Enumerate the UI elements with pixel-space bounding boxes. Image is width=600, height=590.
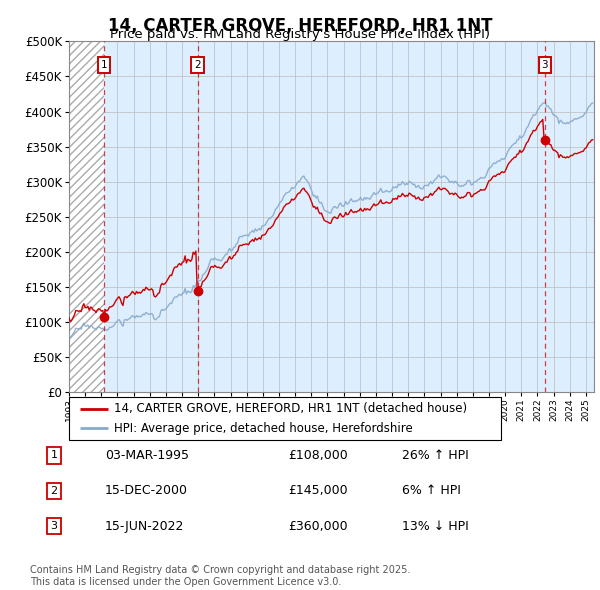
Text: 15-DEC-2000: 15-DEC-2000 bbox=[105, 484, 188, 497]
Text: 2: 2 bbox=[50, 486, 58, 496]
Text: HPI: Average price, detached house, Herefordshire: HPI: Average price, detached house, Here… bbox=[115, 422, 413, 435]
Text: 3: 3 bbox=[50, 522, 58, 531]
Bar bbox=[69, 41, 104, 392]
FancyBboxPatch shape bbox=[69, 397, 501, 440]
Text: Contains HM Land Registry data © Crown copyright and database right 2025.
This d: Contains HM Land Registry data © Crown c… bbox=[30, 565, 410, 587]
Text: 03-MAR-1995: 03-MAR-1995 bbox=[105, 449, 189, 462]
Text: 14, CARTER GROVE, HEREFORD, HR1 1NT: 14, CARTER GROVE, HEREFORD, HR1 1NT bbox=[108, 17, 492, 35]
Text: £145,000: £145,000 bbox=[288, 484, 347, 497]
Text: 26% ↑ HPI: 26% ↑ HPI bbox=[402, 449, 469, 462]
Text: £108,000: £108,000 bbox=[288, 449, 348, 462]
Text: 14, CARTER GROVE, HEREFORD, HR1 1NT (detached house): 14, CARTER GROVE, HEREFORD, HR1 1NT (det… bbox=[115, 402, 467, 415]
Text: Price paid vs. HM Land Registry's House Price Index (HPI): Price paid vs. HM Land Registry's House … bbox=[110, 28, 490, 41]
Text: 6% ↑ HPI: 6% ↑ HPI bbox=[402, 484, 461, 497]
Text: 3: 3 bbox=[541, 60, 548, 70]
Text: 1: 1 bbox=[101, 60, 107, 70]
Text: £360,000: £360,000 bbox=[288, 520, 347, 533]
Text: 1: 1 bbox=[50, 451, 58, 460]
Text: 13% ↓ HPI: 13% ↓ HPI bbox=[402, 520, 469, 533]
Text: 2: 2 bbox=[194, 60, 201, 70]
Text: 15-JUN-2022: 15-JUN-2022 bbox=[105, 520, 184, 533]
